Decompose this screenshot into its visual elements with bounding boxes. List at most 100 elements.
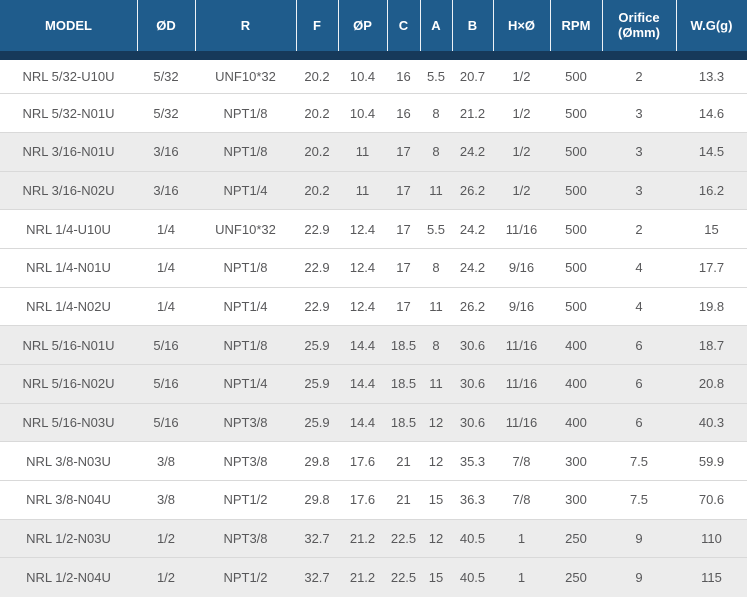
column-header-op: ØP bbox=[337, 0, 387, 60]
cell-hxo: 1 bbox=[493, 519, 550, 559]
cell-a: 15 bbox=[420, 557, 452, 597]
cell-b: 26.2 bbox=[452, 287, 493, 327]
cell-orifice: 6 bbox=[602, 403, 676, 443]
cell-b: 21.2 bbox=[452, 93, 493, 133]
cell-model: NRL 1/2-N04U bbox=[0, 557, 137, 597]
column-header-c: C bbox=[386, 0, 420, 60]
column-header-f: F bbox=[295, 0, 338, 60]
cell-hxo: 11/16 bbox=[493, 209, 550, 249]
column-header-a: A bbox=[419, 0, 452, 60]
cell-orifice: 9 bbox=[602, 519, 676, 559]
cell-f: 22.9 bbox=[296, 248, 338, 288]
cell-hxo: 1/2 bbox=[493, 93, 550, 133]
cell-op: 17.6 bbox=[338, 441, 387, 482]
cell-f: 32.7 bbox=[296, 557, 338, 597]
table-row: NRL 5/16-N02U 5/16 NPT1/4 25.9 14.4 18.5 11 30.… bbox=[0, 364, 747, 404]
cell-a: 12 bbox=[420, 403, 452, 443]
cell-hxo: 7/8 bbox=[493, 441, 550, 482]
cell-b: 40.5 bbox=[452, 557, 493, 597]
cell-r: UNF10*32 bbox=[195, 209, 296, 249]
cell-hxo: 9/16 bbox=[493, 287, 550, 327]
cell-b: 24.2 bbox=[452, 248, 493, 288]
cell-rpm: 500 bbox=[550, 132, 602, 172]
cell-f: 20.2 bbox=[296, 132, 338, 172]
cell-c: 17 bbox=[387, 287, 420, 327]
cell-a: 11 bbox=[420, 364, 452, 404]
cell-orifice: 3 bbox=[602, 93, 676, 133]
cell-b: 26.2 bbox=[452, 171, 493, 211]
cell-op: 14.4 bbox=[338, 403, 387, 443]
cell-model: NRL 5/32-U10U bbox=[0, 55, 137, 95]
cell-r: NPT3/8 bbox=[195, 403, 296, 443]
cell-orifice: 4 bbox=[602, 287, 676, 327]
cell-a: 15 bbox=[420, 480, 452, 520]
cell-rpm: 500 bbox=[550, 93, 602, 133]
cell-model: NRL 3/8-N04U bbox=[0, 480, 137, 520]
cell-r: UNF10*32 bbox=[195, 55, 296, 95]
cell-op: 14.4 bbox=[338, 325, 387, 365]
cell-c: 22.5 bbox=[387, 519, 420, 559]
cell-od: 1/4 bbox=[137, 209, 195, 249]
cell-a: 5.5 bbox=[420, 209, 452, 249]
cell-rpm: 250 bbox=[550, 557, 602, 597]
cell-f: 25.9 bbox=[296, 403, 338, 443]
cell-orifice: 2 bbox=[602, 55, 676, 95]
cell-op: 10.4 bbox=[338, 55, 387, 95]
cell-b: 30.6 bbox=[452, 403, 493, 443]
cell-c: 16 bbox=[387, 55, 420, 95]
cell-r: NPT1/2 bbox=[195, 557, 296, 597]
cell-rpm: 500 bbox=[550, 287, 602, 327]
cell-op: 12.4 bbox=[338, 248, 387, 288]
cell-r: NPT1/4 bbox=[195, 287, 296, 327]
cell-rpm: 300 bbox=[550, 480, 602, 520]
cell-f: 20.2 bbox=[296, 93, 338, 133]
cell-od: 5/16 bbox=[137, 364, 195, 404]
cell-hxo: 9/16 bbox=[493, 248, 550, 288]
cell-rpm: 250 bbox=[550, 519, 602, 559]
cell-orifice: 7.5 bbox=[602, 441, 676, 482]
cell-model: NRL 1/2-N03U bbox=[0, 519, 137, 559]
cell-od: 5/32 bbox=[137, 55, 195, 95]
cell-model: NRL 1/4-U10U bbox=[0, 209, 137, 249]
cell-op: 21.2 bbox=[338, 519, 387, 559]
table-row: NRL 1/2-N04U 1/2 NPT1/2 32.7 21.2 22.5 15 40.5 1… bbox=[0, 557, 747, 597]
cell-r: NPT1/8 bbox=[195, 93, 296, 133]
cell-orifice: 6 bbox=[602, 364, 676, 404]
cell-op: 10.4 bbox=[338, 93, 387, 133]
cell-c: 17 bbox=[387, 248, 420, 288]
cell-wg: 19.8 bbox=[676, 287, 747, 327]
cell-wg: 16.2 bbox=[676, 171, 747, 211]
cell-a: 8 bbox=[420, 325, 452, 365]
cell-f: 25.9 bbox=[296, 364, 338, 404]
cell-od: 1/2 bbox=[137, 557, 195, 597]
cell-rpm: 500 bbox=[550, 171, 602, 211]
cell-op: 12.4 bbox=[338, 287, 387, 327]
cell-f: 29.8 bbox=[296, 441, 338, 482]
table-row: NRL 1/4-N02U 1/4 NPT1/4 22.9 12.4 17 11 26.2 9/1… bbox=[0, 287, 747, 327]
cell-wg: 18.7 bbox=[676, 325, 747, 365]
cell-wg: 59.9 bbox=[676, 441, 747, 482]
cell-wg: 13.3 bbox=[676, 55, 747, 95]
cell-rpm: 400 bbox=[550, 403, 602, 443]
cell-a: 11 bbox=[420, 287, 452, 327]
cell-wg: 70.6 bbox=[676, 480, 747, 520]
cell-wg: 20.8 bbox=[676, 364, 747, 404]
cell-orifice: 2 bbox=[602, 209, 676, 249]
cell-f: 29.8 bbox=[296, 480, 338, 520]
column-header-model: MODEL bbox=[0, 0, 137, 60]
table-row: NRL 5/32-N01U 5/32 NPT1/8 20.2 10.4 16 8 21.2 1/… bbox=[0, 93, 747, 133]
cell-model: NRL 5/16-N02U bbox=[0, 364, 137, 404]
cell-model: NRL 3/16-N01U bbox=[0, 132, 137, 172]
cell-wg: 17.7 bbox=[676, 248, 747, 288]
cell-model: NRL 5/16-N01U bbox=[0, 325, 137, 365]
table-row: NRL 5/16-N01U 5/16 NPT1/8 25.9 14.4 18.5 8 30.6… bbox=[0, 325, 747, 365]
cell-a: 12 bbox=[420, 519, 452, 559]
cell-model: NRL 1/4-N01U bbox=[0, 248, 137, 288]
cell-rpm: 500 bbox=[550, 209, 602, 249]
cell-b: 36.3 bbox=[452, 480, 493, 520]
cell-model: NRL 3/16-N02U bbox=[0, 171, 137, 211]
cell-f: 20.2 bbox=[296, 171, 338, 211]
cell-r: NPT3/8 bbox=[195, 519, 296, 559]
cell-c: 21 bbox=[387, 480, 420, 520]
